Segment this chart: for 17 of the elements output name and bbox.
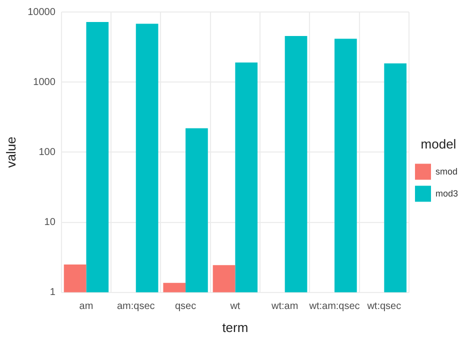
y-tick-label: 1 (50, 287, 56, 298)
x-tick-label: wt:am (270, 301, 298, 312)
legend-title: model (420, 136, 456, 152)
legend-label: smod (435, 166, 458, 176)
x-tick-label: wt:qsec (366, 301, 402, 312)
x-tick-label: wt (229, 301, 240, 312)
x-axis-title: term (222, 320, 248, 335)
x-tick-label: wt:am:qsec (308, 301, 360, 312)
x-tick-label: am:qsec (116, 301, 155, 312)
x-tick-label: qsec (174, 301, 196, 312)
x-tick-label: am (79, 301, 94, 312)
y-axis-title: value (3, 136, 18, 168)
legend-label: mod3 (435, 188, 458, 198)
y-tick-label: 1000 (33, 76, 56, 88)
y-tick-label: 10000 (28, 6, 56, 18)
y-tick-label: 10 (44, 217, 56, 228)
y-tick-label: 100 (38, 146, 56, 158)
